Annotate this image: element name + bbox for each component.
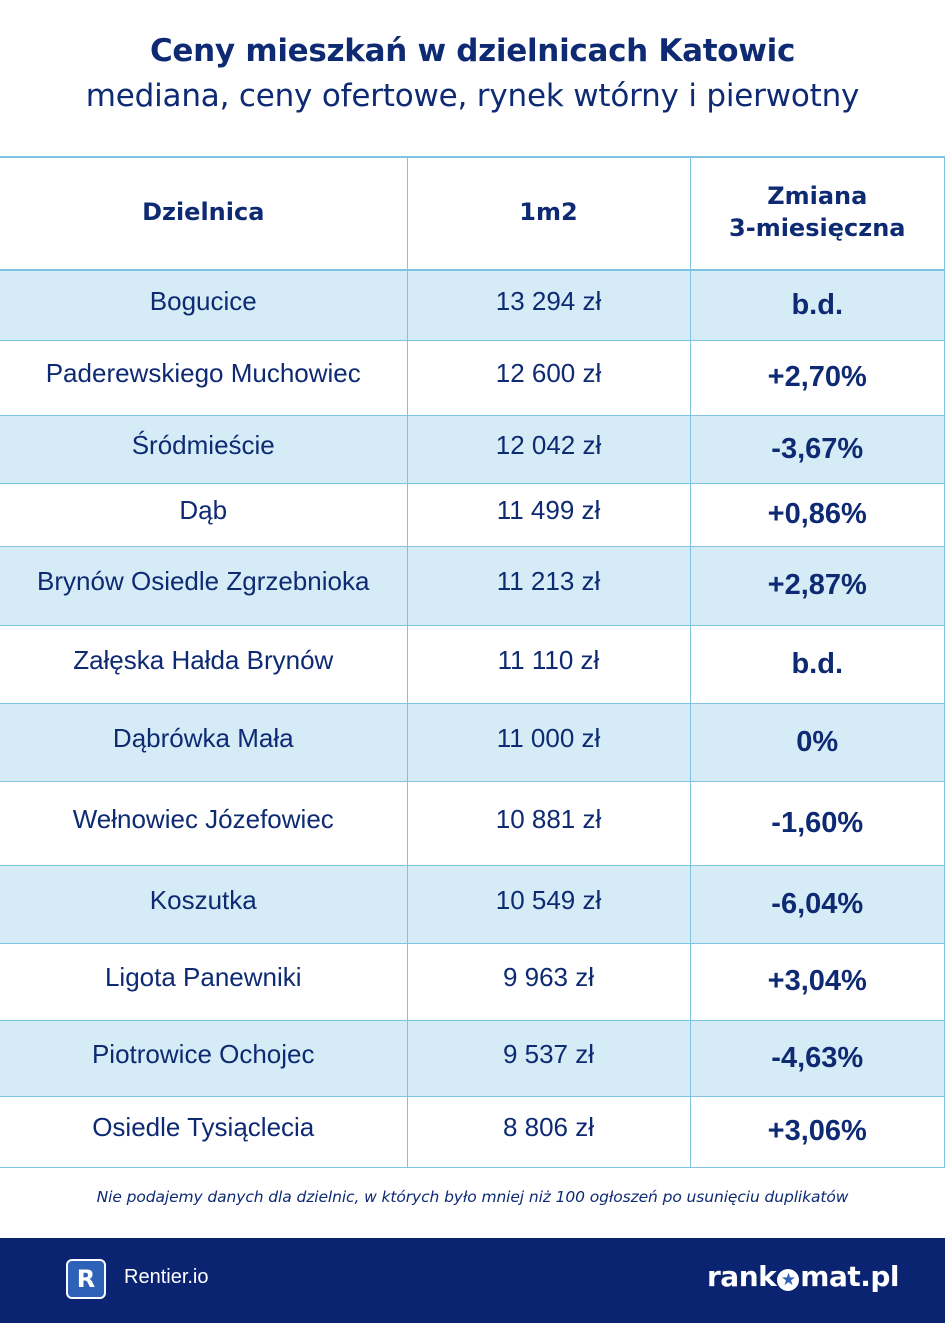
table-row: Wełnowiec Józefowiec 10 881 zł -1,60% — [0, 780, 945, 866]
table-row: Koszutka 10 549 zł -6,04% — [0, 864, 945, 944]
change-cell: b.d. — [689, 624, 945, 704]
price-cell: 12 600 zł — [406, 339, 691, 416]
district-cell: Wełnowiec Józefowiec — [0, 780, 408, 866]
district-cell: Śródmieście — [0, 414, 408, 484]
page-header: Ceny mieszkań w dzielnicach Katowic medi… — [0, 0, 945, 157]
table-row: Dąbrówka Mała 11 000 zł 0% — [0, 702, 945, 782]
footer-bar: R Rentier.io rank ★ mat.pl — [0, 1238, 945, 1323]
district-cell: Koszutka — [0, 864, 408, 944]
change-cell: +2,87% — [689, 545, 945, 626]
price-cell: 11 110 zł — [406, 624, 691, 704]
footnote: Nie podajemy danych dla dzielnic, w któr… — [96, 1188, 849, 1206]
price-table: Dzielnica 1m2 Zmiana 3-miesięczna Bogucic… — [0, 156, 945, 1168]
district-cell: Załęska Hałda Brynów — [0, 624, 408, 704]
table-row: Śródmieście 12 042 zł -3,67% — [0, 414, 945, 484]
column-header-district: Dzielnica — [0, 156, 408, 271]
district-cell: Bogucice — [0, 269, 408, 341]
change-cell: +2,70% — [689, 339, 945, 416]
district-cell: Brynów Osiedle Zgrzebnioka — [0, 545, 408, 626]
price-cell: 8 806 zł — [406, 1095, 691, 1168]
column-header-change-line2: 3-miesięczna — [729, 213, 906, 242]
district-cell: Paderewskiego Muchowiec — [0, 339, 408, 416]
price-cell: 11 213 zł — [406, 545, 691, 626]
price-cell: 10 549 zł — [406, 864, 691, 944]
table-row: Brynów Osiedle Zgrzebnioka 11 213 zł +2,… — [0, 545, 945, 626]
change-cell: -6,04% — [689, 864, 945, 944]
rentier-brand-name: Rentier.io — [124, 1266, 209, 1288]
change-cell: +3,06% — [689, 1095, 945, 1168]
price-cell: 11 499 zł — [406, 482, 691, 547]
table-row: Załęska Hałda Brynów 11 110 zł b.d. — [0, 624, 945, 704]
district-cell: Ligota Panewniki — [0, 942, 408, 1021]
price-cell: 12 042 zł — [406, 414, 691, 484]
rankomat-logo: rank ★ mat.pl — [707, 1260, 899, 1293]
table-row: Paderewskiego Muchowiec 12 600 zł +2,70% — [0, 339, 945, 416]
page-subtitle: mediana, ceny ofertowe, rynek wtórny i p… — [85, 78, 860, 114]
table-row: Bogucice 13 294 zł b.d. — [0, 269, 945, 341]
price-cell: 9 537 zł — [406, 1019, 691, 1097]
change-cell: +3,04% — [689, 942, 945, 1021]
table-row: Ligota Panewniki 9 963 zł +3,04% — [0, 942, 945, 1021]
star-icon: ★ — [777, 1269, 800, 1291]
price-cell: 13 294 zł — [406, 269, 691, 341]
change-cell: +0,86% — [689, 482, 945, 547]
change-cell: -4,63% — [689, 1019, 945, 1097]
table-row: Dąb 11 499 zł +0,86% — [0, 482, 945, 547]
change-cell: 0% — [689, 702, 945, 782]
rentier-logo-icon: R — [66, 1259, 106, 1299]
district-cell: Piotrowice Ochojec — [0, 1019, 408, 1097]
table-header-row: Dzielnica 1m2 Zmiana 3-miesięczna — [0, 156, 945, 271]
price-cell: 9 963 zł — [406, 942, 691, 1021]
change-cell: -3,67% — [689, 414, 945, 484]
page-title: Ceny mieszkań w dzielnicach Katowic — [149, 33, 796, 69]
column-header-change-line1: Zmiana — [767, 181, 868, 210]
price-cell: 11 000 zł — [406, 702, 691, 782]
district-cell: Osiedle Tysiąclecia — [0, 1095, 408, 1168]
column-header-change: Zmiana 3-miesięczna — [689, 156, 945, 271]
table-row: Piotrowice Ochojec 9 537 zł -4,63% — [0, 1019, 945, 1097]
table-row: Osiedle Tysiąclecia 8 806 zł +3,06% — [0, 1095, 945, 1168]
rankomat-logo-right: mat.pl — [800, 1260, 899, 1293]
column-header-price: 1m2 — [406, 156, 691, 271]
district-cell: Dąbrówka Mała — [0, 702, 408, 782]
change-cell: -1,60% — [689, 780, 945, 866]
rankomat-logo-left: rank — [707, 1260, 777, 1293]
district-cell: Dąb — [0, 482, 408, 547]
change-cell: b.d. — [689, 269, 945, 341]
price-cell: 10 881 zł — [406, 780, 691, 866]
